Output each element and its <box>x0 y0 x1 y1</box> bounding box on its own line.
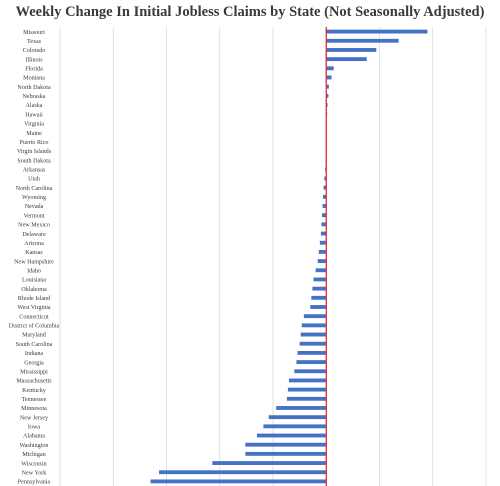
bar-massachusetts <box>288 378 327 383</box>
category-label: Kansas <box>25 250 43 256</box>
bar-vermont <box>321 213 327 218</box>
bar-west-virginia <box>310 305 327 309</box>
category-label: Massachusetts <box>16 379 52 385</box>
category-label: District of Columbia <box>9 323 60 330</box>
bar-indiana <box>297 350 327 355</box>
category-label: North Dakota <box>17 85 51 91</box>
bar-north-carolina <box>323 185 327 190</box>
category-label: South Carolina <box>16 342 53 348</box>
category-label: Arizona <box>24 241 44 247</box>
bar-florida <box>326 66 334 71</box>
category-label: Louisiana <box>22 278 46 284</box>
bar-mississippi <box>294 369 327 374</box>
bar-montana <box>326 75 332 80</box>
bar-nevada <box>322 204 327 208</box>
category-label: Hawaii <box>25 112 43 118</box>
category-label: Georgia <box>24 360 44 366</box>
bar-oklahoma <box>312 286 327 291</box>
bar-idaho <box>315 268 327 273</box>
category-label: Utah <box>28 177 40 183</box>
category-label: Virginia <box>24 122 44 128</box>
category-label: North Carolina <box>16 186 53 192</box>
category-label: Indiana <box>25 351 44 357</box>
category-label: Wisconsin <box>21 461 46 467</box>
bar-michigan <box>245 451 327 456</box>
category-label: Maryland <box>22 333 46 339</box>
category-label: New York <box>22 470 48 476</box>
bar-kentucky <box>287 387 327 392</box>
category-label: Mississippi <box>20 369 48 375</box>
bar-missouri <box>326 29 428 34</box>
bar-rhode-island <box>311 295 327 300</box>
category-label: West Virginia <box>17 305 51 311</box>
category-label: Texas <box>27 39 42 45</box>
category-label: Washington <box>20 443 49 449</box>
bar-utah <box>324 176 327 181</box>
category-label: Missouri <box>23 30 45 36</box>
category-label: Idaho <box>27 268 41 274</box>
category-label: New Hampshire <box>14 259 54 265</box>
category-label: Minnesota <box>21 406 47 412</box>
bar-illinois <box>326 57 367 62</box>
bar-maryland <box>300 332 327 337</box>
category-label: Wyoming <box>22 195 46 201</box>
bar-arizona <box>319 240 327 245</box>
category-label: Iowa <box>28 425 40 431</box>
category-label: Puerto Rico <box>20 140 49 146</box>
category-label: Montana <box>23 76 45 82</box>
bar-new-hampshire <box>317 259 327 264</box>
bar-minnesota <box>276 406 327 410</box>
category-label: Virgin Islands <box>17 149 52 155</box>
category-label: Pennsylvania <box>18 480 51 486</box>
category-label: Oklahoma <box>21 287 47 293</box>
bar-iowa <box>263 424 327 429</box>
category-label: Alabama <box>23 434 45 440</box>
bar-texas <box>326 38 399 43</box>
bar-new-jersey <box>268 415 327 420</box>
bar-georgia <box>296 360 327 364</box>
bar-kansas <box>318 249 327 254</box>
category-label: South Dakota <box>17 158 51 164</box>
category-label: New Mexico <box>18 223 50 229</box>
category-label: Florida <box>25 67 43 73</box>
bar-wyoming <box>323 194 327 199</box>
bar-pennsylvania <box>150 479 327 484</box>
bar-south-carolina <box>299 341 327 346</box>
category-label: Arkansas <box>23 167 46 173</box>
category-label: Michigan <box>22 452 45 458</box>
category-label: Alaska <box>26 103 43 109</box>
bar-district-of-columbia <box>301 323 327 328</box>
category-label: Delaware <box>22 232 46 238</box>
category-label: Colorado <box>23 48 46 54</box>
bar-nebraska <box>326 93 329 98</box>
category-label: Connecticut <box>19 314 49 320</box>
chart-title: Weekly Change In Initial Jobless Claims … <box>15 4 485 20</box>
bar-new-york <box>159 470 327 475</box>
category-label: Maine <box>26 131 42 137</box>
bar-colorado <box>326 48 377 52</box>
category-label: Illinois <box>25 57 43 63</box>
category-label: Nevada <box>25 204 44 210</box>
bar-new-mexico <box>321 222 327 227</box>
category-label: Vermont <box>24 213 45 219</box>
category-label: Rhode Island <box>18 296 50 302</box>
category-label: New Jersey <box>20 415 49 421</box>
bar-washington <box>245 442 327 447</box>
category-label: Kentucky <box>22 388 47 394</box>
bar-delaware <box>320 231 327 236</box>
category-label: Tennessee <box>22 397 47 403</box>
bar-north-dakota <box>326 84 329 89</box>
category-label: Nebraska <box>22 94 45 100</box>
bar-connecticut <box>303 314 327 319</box>
bar-tennessee <box>286 396 327 401</box>
bar-wisconsin <box>212 461 327 465</box>
bar-alabama <box>257 433 327 438</box>
bar-louisiana <box>313 277 327 282</box>
